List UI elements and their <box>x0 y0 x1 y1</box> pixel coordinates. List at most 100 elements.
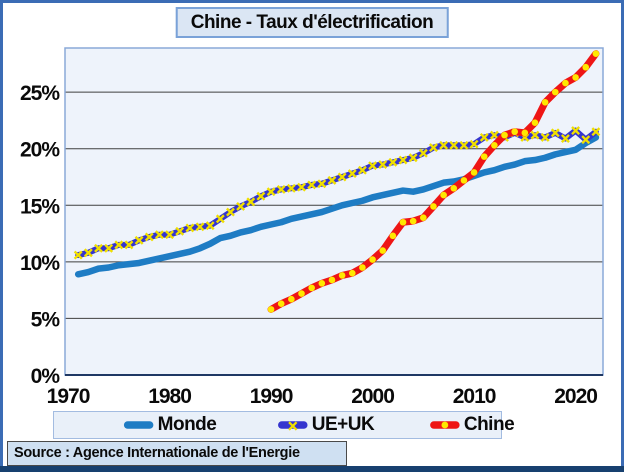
dot-marker <box>491 142 498 149</box>
x-marker <box>571 126 581 136</box>
dot-marker <box>551 88 559 96</box>
source-text: Source : Agence Internationale de l'Ener… <box>14 445 300 461</box>
chine-line-icon <box>430 421 460 429</box>
x-marker <box>165 230 175 240</box>
x-marker <box>347 169 357 179</box>
y-tick-label: 0% <box>31 365 61 388</box>
dot-marker <box>582 63 590 71</box>
dot-marker <box>338 272 346 279</box>
dot-marker <box>379 247 387 254</box>
x-marker <box>317 179 327 189</box>
dot-marker <box>420 214 427 222</box>
x-marker <box>297 182 306 192</box>
dot-marker <box>470 169 478 176</box>
x-tick-label: 2020 <box>554 385 597 408</box>
dot-marker <box>409 217 417 225</box>
x-marker <box>307 180 317 190</box>
x-marker <box>185 223 195 233</box>
x-marker <box>560 134 570 143</box>
dot-marker <box>440 191 447 199</box>
chart-title-box: Chine - Taux d'électrification <box>175 7 449 38</box>
dot-marker <box>541 99 549 106</box>
x-marker <box>94 243 103 253</box>
x-marker <box>144 232 154 242</box>
x-tick-label: 1990 <box>250 385 293 408</box>
x-marker <box>256 191 266 201</box>
dot-marker <box>359 264 366 271</box>
plot-area <box>65 48 603 375</box>
x-marker <box>530 130 540 140</box>
dot-marker <box>511 128 518 136</box>
x-marker <box>357 165 367 175</box>
dot-marker <box>277 300 285 308</box>
dot-marker <box>521 129 529 137</box>
dot-marker <box>308 284 315 292</box>
dot-marker <box>592 50 600 57</box>
series-line-monde <box>74 134 600 278</box>
x-tick-label: 1970 <box>47 385 90 408</box>
x-marker <box>104 243 114 253</box>
x-marker <box>286 183 296 193</box>
dot-marker <box>501 131 508 139</box>
x-marker <box>134 235 144 245</box>
legend-x-marker <box>288 421 298 431</box>
x-marker <box>154 230 164 240</box>
x-tick-label: 1980 <box>148 385 191 408</box>
x-marker <box>388 157 398 167</box>
dot-marker <box>480 153 488 160</box>
x-marker <box>175 226 185 236</box>
dot-marker <box>572 74 579 81</box>
x-marker <box>439 140 449 150</box>
x-tick-label: 2000 <box>351 385 394 408</box>
legend-dot-marker <box>441 421 449 429</box>
x-marker <box>327 175 337 185</box>
legend-item-ue-uk: UE+UK <box>276 412 375 438</box>
x-marker <box>195 222 205 232</box>
x-marker <box>408 153 418 163</box>
ue-uk-line-icon <box>278 421 308 431</box>
dot-marker <box>531 119 539 126</box>
x-marker <box>73 250 83 260</box>
x-marker <box>236 201 246 211</box>
x-marker <box>226 207 235 217</box>
y-tick-label: 20% <box>20 139 60 162</box>
dot-marker <box>318 280 326 287</box>
dot-marker <box>399 218 407 226</box>
bottom-bar <box>0 466 624 472</box>
x-marker <box>215 214 225 224</box>
monde-line-icon <box>123 421 154 429</box>
y-tick-label: 15% <box>20 195 60 218</box>
x-marker <box>378 160 388 169</box>
dot-marker <box>450 185 458 192</box>
dot-marker <box>348 269 356 277</box>
chart-title: Chine - Taux d'électrification <box>190 12 434 33</box>
dot-marker <box>328 276 336 284</box>
x-marker <box>489 130 499 140</box>
dot-marker <box>562 79 569 87</box>
x-marker <box>581 135 591 145</box>
dot-marker <box>298 290 305 297</box>
x-marker <box>479 132 489 142</box>
x-marker <box>114 240 124 250</box>
source-box: Source : Agence Internationale de l'Ener… <box>7 441 347 466</box>
y-tick-label: 25% <box>20 82 60 105</box>
x-marker <box>449 140 459 150</box>
x-marker <box>429 143 438 153</box>
x-marker <box>469 139 479 149</box>
x-marker <box>550 128 560 138</box>
x-marker <box>591 127 601 137</box>
dot-marker <box>460 177 468 184</box>
y-tick-label: 10% <box>20 252 60 275</box>
x-marker <box>368 161 378 171</box>
legend-label-ue-uk: UE+UK <box>311 414 375 435</box>
x-marker <box>83 248 93 258</box>
legend-label-monde: Monde <box>157 414 217 435</box>
x-marker <box>266 187 276 197</box>
x-marker <box>418 148 428 158</box>
legend-item-monde: Monde <box>122 412 217 438</box>
y-tick-label: 5% <box>31 308 61 331</box>
dot-marker <box>430 203 437 210</box>
dot-marker <box>267 306 275 313</box>
